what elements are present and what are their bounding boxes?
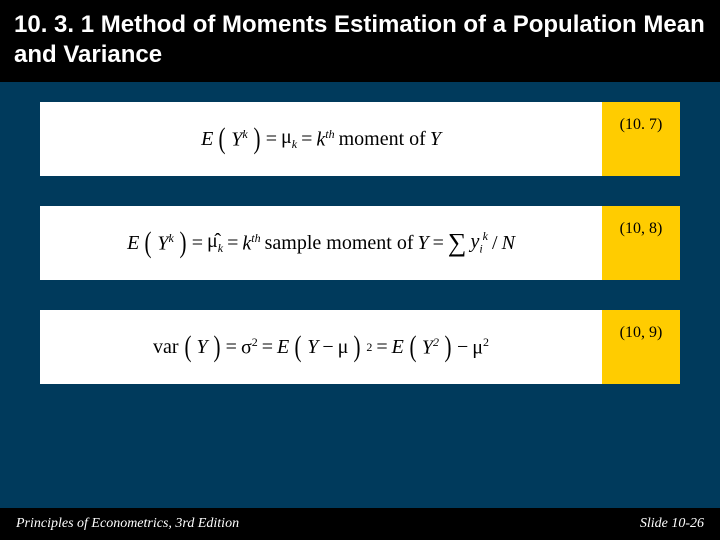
- eq-mu: μk: [281, 126, 297, 152]
- eq-var: Y: [430, 128, 441, 151]
- eq-mu: μ: [338, 336, 349, 359]
- paren-close: ): [354, 335, 361, 359]
- eq-slash: /: [492, 232, 498, 255]
- eq-mu-hat: μ̂k: [207, 230, 223, 256]
- eq-var: Yk: [157, 231, 173, 256]
- eq-text: sample moment of: [265, 232, 414, 255]
- eq-minus: −: [457, 336, 468, 359]
- equation-body: var ( Y ) = σ2 = E ( Y − μ ) 2 = E ( Y2 )…: [40, 310, 602, 384]
- eq-func: var: [153, 336, 179, 359]
- eq-var: Y2: [422, 335, 439, 360]
- footer-slide-number: Slide 10-26: [640, 516, 704, 532]
- paren-close: ): [213, 335, 220, 359]
- equation-row: var ( Y ) = σ2 = E ( Y − μ ) 2 = E ( Y2 )…: [40, 310, 680, 384]
- paren-close: ): [253, 127, 260, 151]
- paren-open: (: [409, 335, 416, 359]
- slide-header: 10. 3. 1 Method of Moments Estimation of…: [0, 0, 720, 88]
- eq-func: E: [277, 336, 289, 359]
- eq-equals: =: [301, 128, 312, 151]
- eq-mu: μ2: [472, 335, 489, 360]
- paren-close: ): [444, 335, 451, 359]
- eq-var: Y: [197, 336, 208, 359]
- eq-var: Y: [417, 232, 428, 255]
- paren-open: (: [219, 127, 226, 151]
- slide-footer: Principles of Econometrics, 3rd Edition …: [0, 508, 720, 540]
- eq-equals: =: [262, 336, 273, 359]
- eq-text: moment of: [339, 128, 426, 151]
- eq-sum: ∑: [448, 233, 467, 254]
- eq-var: yik: [470, 229, 488, 257]
- equation-label: (10, 8): [602, 206, 680, 280]
- eq-equals: =: [226, 336, 237, 359]
- eq-sigma: σ2: [241, 335, 258, 360]
- eq-func: E: [127, 232, 139, 255]
- equation-row: E ( Yk ) = μ̂k = kth sample moment of Y …: [40, 206, 680, 280]
- equation-row: E ( Yk ) = μk = kth moment of Y (10. 7): [40, 102, 680, 176]
- paren-open: (: [184, 335, 191, 359]
- eq-minus: −: [322, 336, 333, 359]
- footer-source: Principles of Econometrics, 3rd Edition: [16, 516, 239, 532]
- eq-func: E: [392, 336, 404, 359]
- eq-var: Yk: [231, 127, 247, 152]
- eq-equals: =: [433, 232, 444, 255]
- equation-label: (10. 7): [602, 102, 680, 176]
- equation-label: (10, 9): [602, 310, 680, 384]
- equation-body: E ( Yk ) = μk = kth moment of Y: [40, 102, 602, 176]
- eq-kth: kth: [242, 231, 260, 256]
- eq-equals: =: [266, 128, 277, 151]
- eq-equals: =: [227, 232, 238, 255]
- eq-sup: 2: [366, 340, 372, 355]
- eq-var: N: [502, 232, 515, 255]
- slide-content: E ( Yk ) = μk = kth moment of Y (10. 7) …: [0, 88, 720, 384]
- equation-body: E ( Yk ) = μ̂k = kth sample moment of Y …: [40, 206, 602, 280]
- paren-open: (: [145, 231, 152, 255]
- eq-equals: =: [192, 232, 203, 255]
- paren-close: ): [179, 231, 186, 255]
- eq-var: Y: [307, 336, 318, 359]
- slide-title: 10. 3. 1 Method of Moments Estimation of…: [14, 10, 706, 70]
- eq-kth: kth: [316, 127, 334, 152]
- eq-equals: =: [376, 336, 387, 359]
- paren-open: (: [295, 335, 302, 359]
- eq-func: E: [201, 128, 213, 151]
